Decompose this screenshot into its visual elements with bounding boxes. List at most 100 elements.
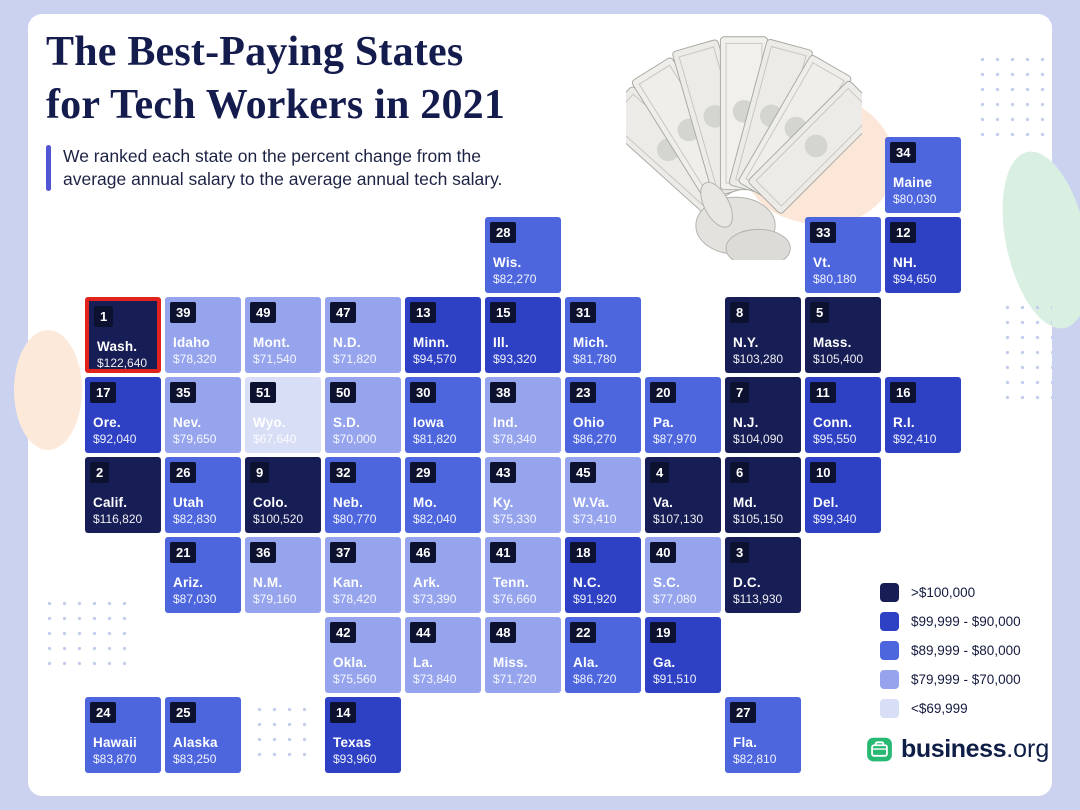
state-name: Mass. bbox=[813, 335, 852, 350]
legend-item: <$69,999 bbox=[880, 694, 1021, 723]
state-tile-ind: 38 Ind. $78,340 bbox=[485, 377, 561, 453]
state-tile-wyo: 51 Wyo. $67,640 bbox=[245, 377, 321, 453]
rank-badge: 7 bbox=[730, 382, 750, 403]
state-salary: $71,820 bbox=[333, 352, 377, 366]
legend-swatch bbox=[880, 699, 899, 718]
state-salary: $78,420 bbox=[333, 592, 377, 606]
state-salary: $87,030 bbox=[173, 592, 217, 606]
page-title: The Best-Paying States for Tech Workers … bbox=[46, 26, 505, 132]
rank-badge: 17 bbox=[90, 382, 117, 403]
state-salary: $76,660 bbox=[493, 592, 537, 606]
rank-badge: 41 bbox=[490, 542, 517, 563]
state-tile-nj: 7 N.J. $104,090 bbox=[725, 377, 801, 453]
state-name: Ohio bbox=[573, 415, 605, 430]
state-tile-mass: 5 Mass. $105,400 bbox=[805, 297, 881, 373]
state-tile-fla: 27 Fla. $82,810 bbox=[725, 697, 801, 773]
rank-badge: 8 bbox=[730, 302, 750, 323]
state-name: Iowa bbox=[413, 415, 444, 430]
peach-blob-left bbox=[14, 330, 82, 450]
state-salary: $79,160 bbox=[253, 592, 297, 606]
state-salary: $94,570 bbox=[413, 352, 457, 366]
state-salary: $113,930 bbox=[733, 592, 783, 606]
state-salary: $70,000 bbox=[333, 432, 377, 446]
state-tile-wash: 1 Wash. $122,640 bbox=[85, 297, 161, 373]
state-tile-dc: 3 D.C. $113,930 bbox=[725, 537, 801, 613]
state-tile-sc: 40 S.C. $77,080 bbox=[645, 537, 721, 613]
business-org-logo[interactable]: business.org bbox=[866, 735, 1049, 764]
state-salary: $94,650 bbox=[893, 272, 937, 286]
state-salary: $103,280 bbox=[733, 352, 784, 366]
state-tile-vt: 33 Vt. $80,180 bbox=[805, 217, 881, 293]
state-salary: $79,650 bbox=[173, 432, 217, 446]
state-name: Wash. bbox=[97, 339, 138, 354]
state-tile-nev: 35 Nev. $79,650 bbox=[165, 377, 241, 453]
subtitle-line2: average annual salary to the average ann… bbox=[63, 169, 503, 189]
state-name: Wis. bbox=[493, 255, 522, 270]
money-hand-image bbox=[626, 36, 862, 260]
state-salary: $78,340 bbox=[493, 432, 537, 446]
dot-pattern-right bbox=[1000, 300, 1052, 400]
rank-badge: 16 bbox=[890, 382, 917, 403]
rank-badge: 46 bbox=[410, 542, 437, 563]
state-salary: $86,720 bbox=[573, 672, 617, 686]
state-salary: $81,780 bbox=[573, 352, 617, 366]
rank-badge: 51 bbox=[250, 382, 277, 403]
rank-badge: 50 bbox=[330, 382, 357, 403]
rank-badge: 47 bbox=[330, 302, 357, 323]
state-tile-mo: 29 Mo. $82,040 bbox=[405, 457, 481, 533]
state-salary: $107,130 bbox=[653, 512, 704, 526]
state-salary: $71,720 bbox=[493, 672, 537, 686]
state-salary: $83,870 bbox=[93, 752, 137, 766]
rank-badge: 31 bbox=[570, 302, 597, 323]
state-name: Wyo. bbox=[253, 415, 286, 430]
subtitle-text: We ranked each state on the percent chan… bbox=[63, 145, 502, 191]
state-salary: $105,400 bbox=[813, 352, 864, 366]
state-salary: $86,270 bbox=[573, 432, 617, 446]
rank-badge: 45 bbox=[570, 462, 597, 483]
state-salary: $99,340 bbox=[813, 512, 857, 526]
state-name: Ark. bbox=[413, 575, 441, 590]
rank-badge: 40 bbox=[650, 542, 677, 563]
state-name: S.C. bbox=[653, 575, 681, 590]
state-salary: $104,090 bbox=[733, 432, 784, 446]
state-tile-utah: 26 Utah $82,830 bbox=[165, 457, 241, 533]
subtitle-accent-bar bbox=[46, 145, 51, 191]
state-tile-texas: 14 Texas $93,960 bbox=[325, 697, 401, 773]
rank-badge: 37 bbox=[330, 542, 357, 563]
state-name: Minn. bbox=[413, 335, 450, 350]
state-salary: $92,410 bbox=[893, 432, 937, 446]
state-tile-kan: 37 Kan. $78,420 bbox=[325, 537, 401, 613]
subtitle-line1: We ranked each state on the percent chan… bbox=[63, 146, 481, 166]
state-tile-iowa: 30 Iowa $81,820 bbox=[405, 377, 481, 453]
state-salary: $91,510 bbox=[653, 672, 697, 686]
state-name: Mich. bbox=[573, 335, 609, 350]
state-salary: $116,820 bbox=[93, 512, 143, 526]
state-name: Ill. bbox=[493, 335, 509, 350]
dot-pattern-top-right bbox=[975, 52, 1051, 144]
rank-badge: 18 bbox=[570, 542, 597, 563]
rank-badge: 24 bbox=[90, 702, 117, 723]
state-tile-ga: 19 Ga. $91,510 bbox=[645, 617, 721, 693]
rank-badge: 34 bbox=[890, 142, 917, 163]
rank-badge: 35 bbox=[170, 382, 197, 403]
rank-badge: 39 bbox=[170, 302, 197, 323]
state-salary: $93,960 bbox=[333, 752, 377, 766]
state-salary: $80,030 bbox=[893, 192, 937, 206]
rank-badge: 25 bbox=[170, 702, 197, 723]
rank-badge: 5 bbox=[810, 302, 830, 323]
state-name: Ky. bbox=[493, 495, 514, 510]
rank-badge: 32 bbox=[330, 462, 357, 483]
state-salary: $73,410 bbox=[573, 512, 617, 526]
rank-badge: 26 bbox=[170, 462, 197, 483]
state-tile-va: 4 Va. $107,130 bbox=[645, 457, 721, 533]
rank-badge: 23 bbox=[570, 382, 597, 403]
briefcase-icon bbox=[867, 737, 892, 762]
rank-badge: 20 bbox=[650, 382, 677, 403]
state-name: Del. bbox=[813, 495, 839, 510]
state-tile-nd: 47 N.D. $71,820 bbox=[325, 297, 401, 373]
state-name: Calif. bbox=[93, 495, 128, 510]
state-name: N.M. bbox=[253, 575, 283, 590]
rank-badge: 2 bbox=[90, 462, 110, 483]
state-salary: $73,840 bbox=[413, 672, 457, 686]
